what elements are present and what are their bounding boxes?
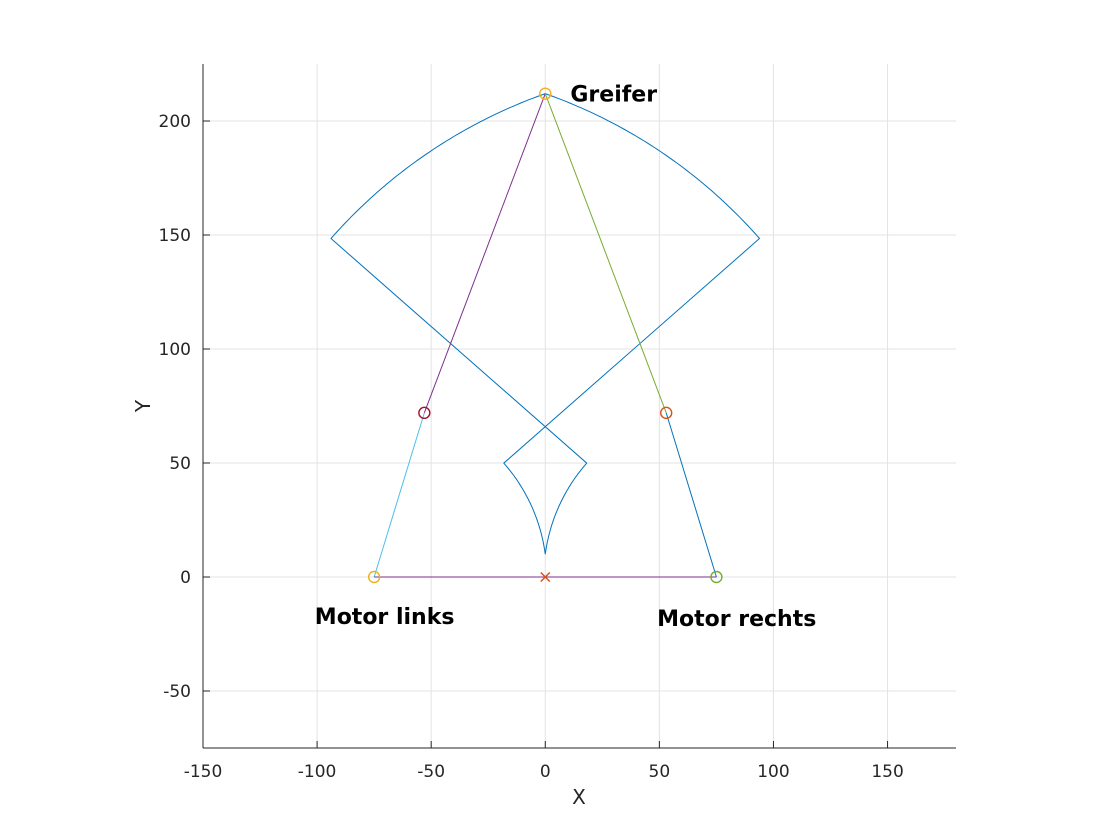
joint-marker [660, 406, 673, 420]
annotations: Greifer Motor links Motor rechts [315, 83, 817, 632]
annotation-label: Motor links [315, 605, 455, 630]
axes [202, 64, 956, 749]
x-tick-label: -150 [184, 762, 223, 782]
x-axis-label: X [572, 785, 586, 809]
x-tick-label: 150 [871, 762, 903, 782]
x-tick-label: -100 [298, 762, 337, 782]
y-tick-label: 0 [180, 568, 191, 588]
joint-marker [539, 87, 552, 100]
y-tick-label: -50 [163, 682, 191, 702]
tick-labels: -150 -100 -50 0 50 100 150 -50 0 50 100 150 200 [159, 112, 904, 782]
y-tick-label: 100 [159, 340, 191, 360]
x-tick-label: 0 [540, 762, 551, 782]
link-line [665, 412, 717, 578]
x-tick-label: 100 [757, 762, 789, 782]
y-tick-label: 200 [159, 112, 191, 132]
workspace-boundary-curve [330, 93, 761, 555]
y-axis-label: Y [131, 399, 155, 413]
link-line [423, 93, 546, 414]
cross-stroke [540, 571, 551, 583]
link-line [373, 412, 425, 578]
grid [202, 64, 956, 748]
points [367, 87, 723, 584]
y-tick-label: 50 [169, 454, 191, 474]
joint-marker [710, 570, 723, 584]
x-tick-label: 50 [649, 762, 671, 782]
origin-cross-marker [540, 571, 551, 583]
joint-marker [367, 570, 381, 584]
x-tick-label: -50 [417, 762, 445, 782]
annotation-label: Greifer [570, 83, 657, 108]
links [373, 93, 717, 578]
workspace-boundary [330, 93, 761, 555]
link-line [544, 93, 667, 414]
annotation-label: Motor rechts [657, 607, 816, 632]
y-tick-label: 150 [159, 226, 191, 246]
joint-marker [418, 406, 431, 420]
